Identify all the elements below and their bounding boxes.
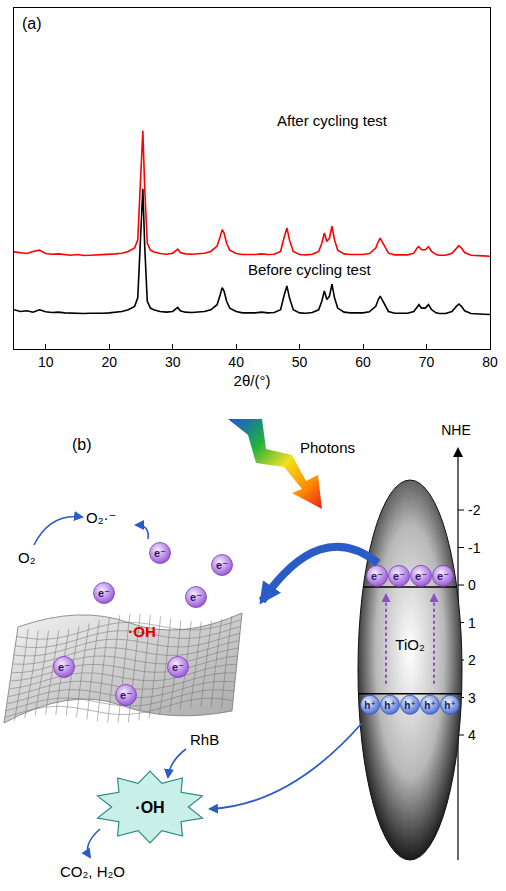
svg-text:After cycling test: After cycling test [277,112,388,129]
svg-text:O₂: O₂ [18,549,36,566]
svg-text:NHE: NHE [441,422,471,438]
svg-text:80: 80 [482,354,498,370]
svg-text:3: 3 [468,690,476,706]
svg-text:-2: -2 [468,502,481,518]
svg-text:(b): (b) [72,436,92,453]
svg-text:2: 2 [468,652,476,668]
svg-text:e⁻: e⁻ [371,570,383,582]
svg-text:60: 60 [355,354,371,370]
svg-text:e⁻: e⁻ [437,570,449,582]
svg-text:e⁻: e⁻ [154,547,166,559]
svg-text:20: 20 [101,354,117,370]
svg-text:O₂·⁻: O₂·⁻ [86,509,116,526]
svg-text:2θ/(°): 2θ/(°) [234,372,271,389]
svg-text:CO₂, H₂O: CO₂, H₂O [60,863,125,880]
svg-text:(a): (a) [22,15,42,32]
svg-text:e⁻: e⁻ [58,661,70,673]
svg-text:0: 0 [468,577,476,593]
svg-text:h⁺: h⁺ [384,700,395,711]
svg-text:70: 70 [419,354,435,370]
svg-text:TiO₂: TiO₂ [395,636,425,653]
svg-text:·OH: ·OH [128,623,156,640]
svg-text:1: 1 [468,615,476,631]
svg-text:e⁻: e⁻ [415,570,427,582]
svg-text:4: 4 [468,727,476,743]
svg-text:e⁻: e⁻ [190,591,202,603]
svg-text:RhB: RhB [190,731,219,748]
svg-text:h⁺: h⁺ [424,700,435,711]
svg-text:50: 50 [292,354,308,370]
svg-text:Photons: Photons [300,439,355,456]
svg-text:-1: -1 [468,540,481,556]
svg-text:h⁺: h⁺ [404,700,415,711]
svg-text:10: 10 [38,354,54,370]
svg-text:e⁻: e⁻ [172,661,184,673]
svg-text:e⁻: e⁻ [120,689,132,701]
svg-text:e⁻: e⁻ [216,559,228,571]
svg-text:e⁻: e⁻ [98,587,110,599]
svg-text:·OH: ·OH [135,799,164,816]
svg-text:30: 30 [165,354,181,370]
svg-text:e⁻: e⁻ [393,570,405,582]
svg-text:Before cycling test: Before cycling test [248,261,371,278]
svg-text:h⁺: h⁺ [364,700,375,711]
svg-text:h⁺: h⁺ [444,700,455,711]
svg-text:40: 40 [228,354,244,370]
